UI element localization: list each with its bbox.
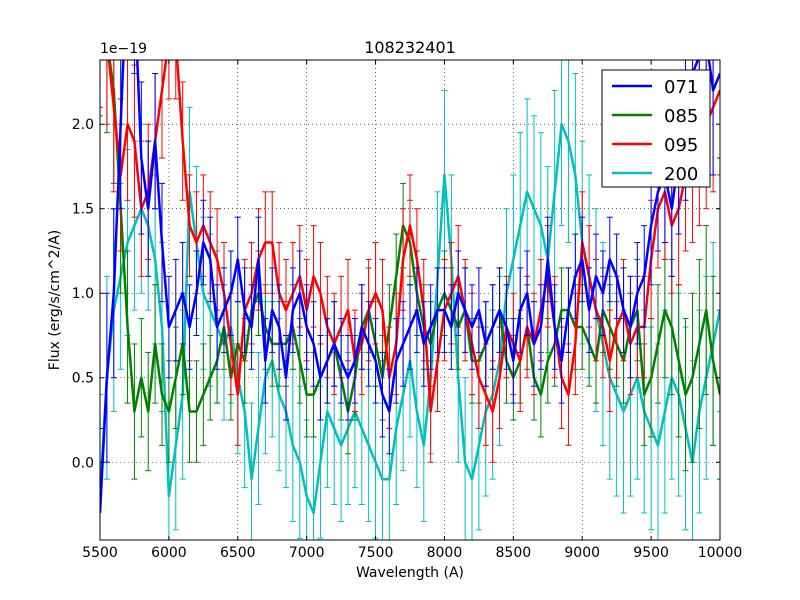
legend-box [601, 69, 711, 188]
legend-label-095: 095 [664, 135, 698, 156]
x-tick-label: 7000 [289, 545, 325, 561]
x-tick-label: 6500 [220, 545, 256, 561]
y-tick-label: 1.5 [72, 202, 94, 218]
y-tick-label: 2.0 [72, 117, 94, 133]
chart-title: 108232401 [364, 38, 456, 57]
legend-label-071: 071 [664, 77, 698, 98]
series-071 [100, 60, 720, 540]
legend-label-200: 200 [664, 164, 698, 185]
y-tick-label: 0.0 [72, 455, 94, 471]
x-tick-label: 9000 [564, 545, 600, 561]
x-tick-label: 8000 [427, 545, 463, 561]
x-tick-label: 5500 [82, 545, 118, 561]
y-offset-text: 1e−19 [100, 41, 147, 57]
x-axis-label: Wavelength (A) [356, 565, 464, 581]
series-layer [100, 60, 720, 540]
y-tick-label: 1.0 [72, 286, 94, 302]
series-line-071 [100, 60, 720, 514]
x-tick-label: 9500 [633, 545, 669, 561]
axes-frame [99, 59, 721, 541]
x-tick-label: 10000 [698, 545, 743, 561]
x-axis: 5500 6000 6500 7000 7500 8000 8500 9000 9500 1000… [82, 60, 742, 561]
x-tick-label: 7500 [358, 545, 394, 561]
x-tick-label: 6000 [151, 545, 187, 561]
legend-label-085: 085 [664, 106, 698, 127]
y-axis: 0.0 0.5 1.0 1.5 2.0 [72, 117, 720, 471]
y-axis-label: Flux (erg/s/cm^2/A) [47, 230, 63, 370]
legend: 071 085 095 200 [601, 69, 711, 188]
y-tick-label: 0.5 [72, 371, 94, 387]
x-tick-label: 8500 [496, 545, 532, 561]
